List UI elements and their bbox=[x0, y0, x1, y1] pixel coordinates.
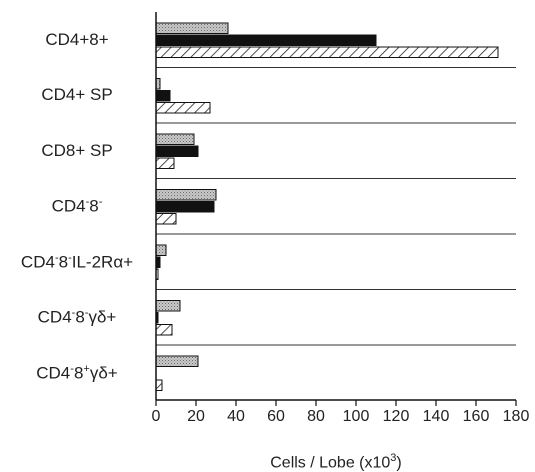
row-separators bbox=[156, 67, 516, 346]
bar-hatch bbox=[155, 157, 175, 169]
bar-stipple bbox=[155, 189, 217, 201]
category-label: CD4-8- bbox=[51, 196, 103, 216]
x-tick-label: 60 bbox=[267, 408, 285, 425]
bar-hatch bbox=[155, 213, 177, 225]
category-label: CD4+ SP bbox=[41, 85, 113, 105]
x-tick-label: 40 bbox=[227, 408, 245, 425]
x-tick-label: 160 bbox=[462, 408, 490, 425]
bar-hatch bbox=[155, 324, 173, 336]
bar-hatch bbox=[155, 379, 163, 391]
axes bbox=[155, 12, 517, 406]
bar-stipple bbox=[155, 244, 167, 256]
bar-stipple bbox=[155, 22, 229, 34]
bar-solid bbox=[155, 90, 171, 102]
x-tick-label: 140 bbox=[422, 408, 450, 425]
category-label: CD4-8+γδ+ bbox=[36, 362, 118, 383]
bar-stipple bbox=[155, 133, 195, 145]
x-tick-label: 120 bbox=[382, 408, 410, 425]
bar-solid bbox=[155, 201, 215, 213]
x-tick-label: 80 bbox=[307, 408, 325, 425]
category-label: CD4+8+ bbox=[45, 29, 109, 49]
bars bbox=[155, 22, 499, 391]
bar-hatch bbox=[155, 46, 499, 58]
x-tick-label: 0 bbox=[151, 408, 161, 425]
category-label: CD4-8-IL-2Rα+ bbox=[20, 251, 134, 272]
category-label: CD8+ SP bbox=[41, 140, 113, 160]
bar-stipple bbox=[155, 355, 199, 367]
bar-hatch bbox=[155, 102, 211, 114]
bar-solid bbox=[155, 145, 199, 157]
bar-solid bbox=[155, 34, 377, 46]
x-tick-label: 100 bbox=[342, 408, 370, 425]
bar-stipple bbox=[155, 300, 181, 312]
category-label: CD4-8-γδ+ bbox=[37, 307, 117, 327]
x-tick-label: 180 bbox=[502, 408, 530, 425]
x-tick-label: 20 bbox=[187, 408, 205, 425]
x-axis-label: Cells / Lobe (x103) bbox=[270, 452, 402, 472]
